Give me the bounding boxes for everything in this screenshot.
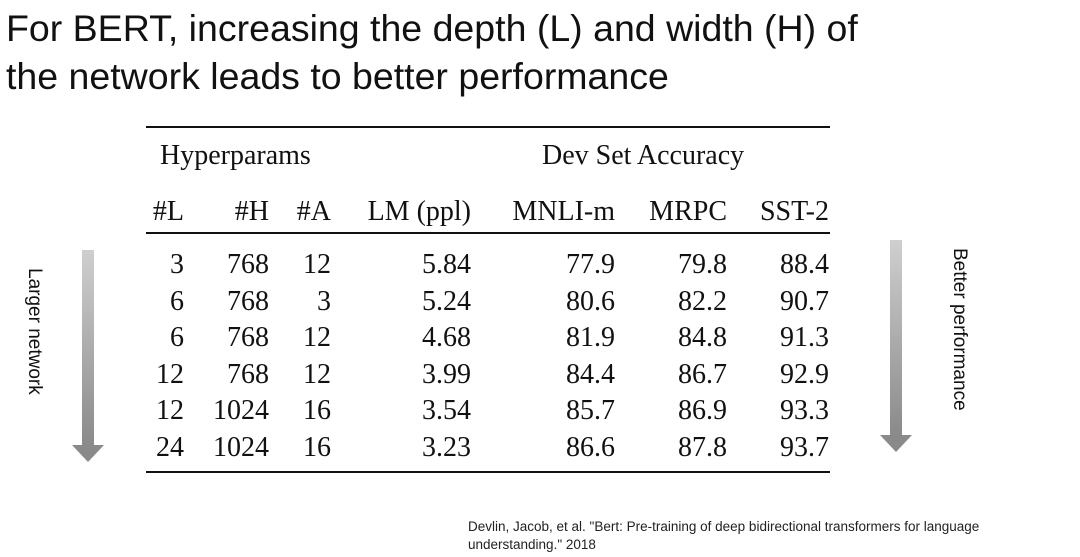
table-cell-attention-heads: 12 <box>303 249 331 280</box>
table-cell-lm-ppl: 3.23 <box>422 431 471 463</box>
group-header-hyperparams: Hyperparams <box>160 140 311 171</box>
table-cell-hidden-size: 768 <box>227 358 269 390</box>
larger-network-label: Larger network <box>24 268 45 395</box>
table-cell-hidden-size: 768 <box>227 322 269 353</box>
table-cell-mnli-m: 86.6 <box>566 431 615 463</box>
column-header-mnli-m: MNLI-m <box>512 196 615 227</box>
table-cell-mnli-m: 77.9 <box>566 249 615 280</box>
slide-title: For BERT, increasing the depth (L) and w… <box>6 4 1076 100</box>
citation-line-1: Devlin, Jacob, et al. "Bert: Pre-trainin… <box>468 519 980 534</box>
column-header-sst-2: SST-2 <box>759 196 829 227</box>
table-cell-attention-heads: 16 <box>303 431 331 463</box>
table-cell-attention-heads: 16 <box>303 395 331 426</box>
table-cell-layers: 12 <box>156 395 184 426</box>
slide-title-line-1: For BERT, increasing the depth (L) and w… <box>6 7 858 49</box>
table-cell-mnli-m: 85.7 <box>566 395 615 426</box>
table-cell-sst-2: 92.9 <box>780 358 829 390</box>
table-header-rule <box>146 232 830 234</box>
group-header-dev-set-accuracy: Dev Set Accuracy <box>542 140 745 171</box>
arrow-down-right-icon <box>880 240 912 452</box>
table-cell-mnli-m: 80.6 <box>566 285 615 317</box>
table-cell-mnli-m: 84.4 <box>566 358 615 390</box>
table-cell-layers: 3 <box>170 249 184 280</box>
table-cell-sst-2: 88.4 <box>780 249 829 280</box>
table-cell-sst-2: 93.3 <box>780 395 829 426</box>
table-cell-hidden-size: 768 <box>227 249 269 280</box>
table-cell-mrpc: 86.7 <box>678 358 727 390</box>
table-cell-layers: 24 <box>156 431 184 463</box>
table-cell-mrpc: 86.9 <box>678 395 727 426</box>
column-header-attention-heads: #A <box>296 196 331 227</box>
table-cell-attention-heads: 12 <box>303 322 331 353</box>
table-cell-mrpc: 84.8 <box>678 322 727 353</box>
table-bottom-rule <box>146 471 830 473</box>
table-cell-sst-2: 93.7 <box>780 431 829 463</box>
table-cell-layers: 6 <box>170 322 184 353</box>
column-header-mrpc: MRPC <box>649 196 727 227</box>
better-performance-label: Better performance <box>949 248 970 411</box>
table-cell-layers: 6 <box>170 285 184 317</box>
table-cell-lm-ppl: 3.99 <box>422 358 471 390</box>
column-header-layers: #L <box>152 196 184 227</box>
table-cell-sst-2: 91.3 <box>780 322 829 353</box>
table-cell-hidden-size: 1024 <box>213 431 269 463</box>
table-cell-lm-ppl: 5.84 <box>422 249 471 280</box>
table-top-rule <box>146 126 830 128</box>
column-header-lm-ppl: LM (ppl) <box>367 196 471 227</box>
table-cell-lm-ppl: 4.68 <box>422 322 471 353</box>
table-cell-sst-2: 90.7 <box>780 285 829 317</box>
citation: Devlin, Jacob, et al. "Bert: Pre-trainin… <box>468 518 1078 554</box>
table-cell-mrpc: 82.2 <box>678 285 727 317</box>
column-header-hidden-size: #H <box>234 196 269 227</box>
table-cell-lm-ppl: 3.54 <box>422 395 471 426</box>
table-cell-attention-heads: 12 <box>303 358 331 390</box>
table-cell-layers: 12 <box>156 358 184 390</box>
table-cell-mrpc: 87.8 <box>678 431 727 463</box>
table-cell-mrpc: 79.8 <box>678 249 727 280</box>
slide-title-line-2: the network leads to better performance <box>6 55 669 97</box>
citation-line-2: understanding." 2018 <box>468 537 596 552</box>
table-cell-hidden-size: 768 <box>227 285 269 317</box>
table-cell-attention-heads: 3 <box>317 285 331 317</box>
table-cell-mnli-m: 81.9 <box>566 322 615 353</box>
table-cell-lm-ppl: 5.24 <box>422 285 471 317</box>
table-cell-hidden-size: 1024 <box>213 395 269 426</box>
arrow-down-left-icon <box>72 250 104 462</box>
